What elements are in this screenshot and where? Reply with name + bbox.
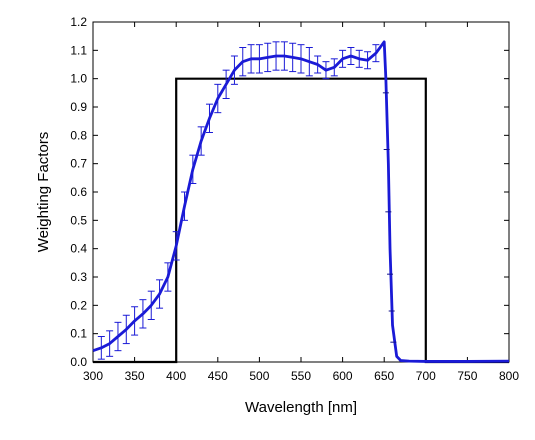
y-axis-label: Weighting Factors xyxy=(35,132,52,253)
y-tick-label: 1.2 xyxy=(70,15,87,29)
y-tick-label: 0.6 xyxy=(70,185,87,199)
x-tick-label: 600 xyxy=(333,369,353,383)
error-bars xyxy=(97,41,380,360)
series-line-black xyxy=(93,77,509,364)
x-tick-label: 350 xyxy=(125,369,145,383)
y-tick-label: 0.2 xyxy=(70,298,87,312)
x-tick-label: 450 xyxy=(208,369,228,383)
series-layer xyxy=(92,40,510,364)
y-tick-label: 0.5 xyxy=(70,213,87,227)
y-tick-label: 1.1 xyxy=(70,43,87,57)
x-tick-label: 500 xyxy=(249,369,269,383)
y-tick-label: 0.9 xyxy=(70,100,87,114)
y-tick-label: 0.4 xyxy=(70,242,87,256)
x-tick-label: 400 xyxy=(166,369,186,383)
y-tick-label: 1.0 xyxy=(70,72,87,86)
y-tick-label: 0.7 xyxy=(70,157,87,171)
tick-labels: 300 350 400 450 500 550 600 650 700 750 800 0.0 0.1 0… xyxy=(70,15,519,383)
series-line-blue xyxy=(92,40,510,363)
x-tick-label: 800 xyxy=(499,369,519,383)
x-tick-label: 650 xyxy=(374,369,394,383)
x-tick-label: 700 xyxy=(416,369,436,383)
y-tick-label: 0.8 xyxy=(70,128,87,142)
y-tick-label: 0.0 xyxy=(70,355,87,369)
x-axis-label: Wavelength [nm] xyxy=(245,399,357,416)
x-tick-label: 550 xyxy=(291,369,311,383)
y-tick-label: 0.1 xyxy=(70,327,87,341)
y-tick-label: 0.3 xyxy=(70,270,87,284)
x-tick-label: 750 xyxy=(457,369,477,383)
x-tick-label: 300 xyxy=(83,369,103,383)
